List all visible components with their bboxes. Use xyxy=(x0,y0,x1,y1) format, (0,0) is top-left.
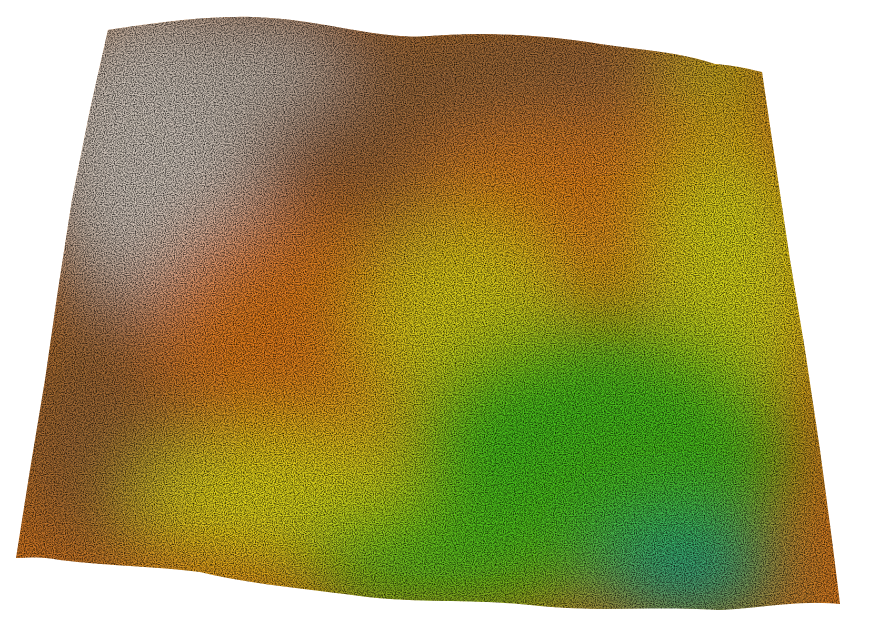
terrain-3d-surface xyxy=(16,16,840,611)
terrain-grain-texture xyxy=(16,16,840,611)
terrain-color-layer xyxy=(16,16,840,611)
terrain-scene xyxy=(16,16,840,611)
